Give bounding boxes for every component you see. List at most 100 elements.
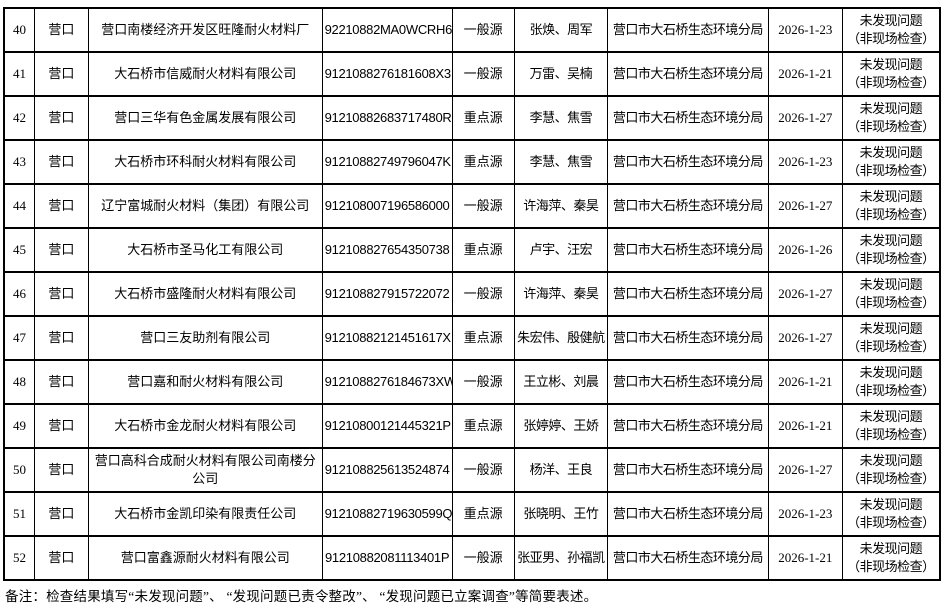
result-cell: 未发现问题 （非现场检查） [841,95,941,141]
source-type-cell: 一般源 [451,51,515,97]
inspection-table-body: 40营口营口南楼经济开发区旺隆耐火材料厂92210882MA0WCRH62X一般… [3,7,941,581]
agency-cell: 营口市大石桥生态环境分局 [607,535,769,581]
credit-code-cell: 91210800121445321P [321,403,453,449]
agency-cell: 营口市大石桥生态环境分局 [607,95,769,141]
company-name-cell: 营口高科合成耐火材料有限公司南楼分公司 [87,447,323,493]
credit-code-cell: 912108827915722072 [321,271,453,317]
result-line2: （非现场检查） [847,251,935,266]
result-line1: 未发现问题 [859,189,923,205]
source-type-cell: 一般源 [451,359,515,405]
credit-code-cell: 912108825613524874 [321,447,453,493]
credit-code-cell: 912108827654350738 [321,227,453,273]
source-type-cell: 一般源 [451,7,515,53]
credit-code-cell: 91210882081113401P [321,535,453,581]
inspection-date-cell: 2026-1-21 [767,51,843,97]
inspectors-cell: 王立彬、刘晨 [513,359,609,405]
result-cell: 未发现问题 （非现场检查） [841,315,941,361]
table-row: 45 营口 大石桥市圣马化工有限公司 912108827654350738 重点源 卢宇、… [3,227,941,273]
result-line1: 未发现问题 [859,321,923,337]
inspectors-cell: 万雷、吴楠 [513,51,609,97]
inspection-date-cell: 2026-1-27 [767,447,843,493]
result-line1: 未发现问题 [859,409,923,425]
agency-cell: 营口市大石桥生态环境分局 [607,359,769,405]
result-line2: （非现场检查） [847,559,935,574]
row-number-cell: 49 [3,403,35,449]
inspection-date-cell: 2026-1-27 [767,315,843,361]
result-line2: （非现场检查） [847,295,935,310]
agency-cell: 营口市大石桥生态环境分局 [607,227,769,273]
result-line1: 未发现问题 [859,497,923,513]
result-line1: 未发现问题 [859,13,923,29]
source-type-cell: 一般源 [451,271,515,317]
inspectors-cell: 朱宏伟、殷健航 [513,315,609,361]
table-row: 50 营口 营口高科合成耐火材料有限公司南楼分公司 91210882561352487… [3,447,941,493]
result-line2: （非现场检查） [847,515,935,530]
result-line2: （非现场检查） [847,339,935,354]
source-type-cell: 重点源 [451,95,515,141]
source-type-cell: 重点源 [451,315,515,361]
row-number-cell: 47 [3,315,35,361]
credit-code-cell: 91210882683717480R [321,95,453,141]
result-cell: 未发现问题 （非现场检查） [841,535,941,581]
row-number-cell: 42 [3,95,35,141]
row-number-cell: 48 [3,359,35,405]
company-name-cell: 大石桥市环科耐火材料有限公司 [87,139,323,185]
inspectors-cell: 张亚男、孙福凯 [513,535,609,581]
inspection-date-cell: 2026-1-27 [767,271,843,317]
inspection-date-cell: 2026-1-27 [767,95,843,141]
agency-cell: 营口市大石桥生态环境分局 [607,447,769,493]
table-row: 42 营口 营口三华有色金属发展有限公司 91210882683717480R 重点源李… [3,95,941,141]
city-cell: 营口 [33,535,89,581]
agency-cell: 营口市大石桥生态环境分局 [607,51,769,97]
table-row: 48 营口 营口嘉和耐火材料有限公司 9121088276184673XW 一般源 王立彬… [3,359,941,405]
result-cell: 未发现问题 （非现场检查） [841,139,941,185]
inspectors-cell: 张晓明、王竹 [513,491,609,537]
inspection-date-cell: 2026-1-21 [767,403,843,449]
company-name-cell: 大石桥市盛隆耐火材料有限公司 [87,271,323,317]
city-cell: 营口 [33,359,89,405]
result-cell: 未发现问题 （非现场检查） [841,271,941,317]
inspection-date-cell: 2026-1-23 [767,7,843,53]
result-cell: 未发现问题 （非现场检查） [841,491,941,537]
company-name-cell: 营口南楼经济开发区旺隆耐火材料厂 [87,7,323,53]
result-cell: 未发现问题 （非现场检查） [841,183,941,229]
result-line1: 未发现问题 [859,277,923,293]
agency-cell: 营口市大石桥生态环境分局 [607,271,769,317]
result-line1: 未发现问题 [859,101,923,117]
remark-note: 备注：检查结果填写“未发现问题”、 “发现问题已责令整改”、 “发现问题已立案调… [5,589,598,604]
agency-cell: 营口市大石桥生态环境分局 [607,403,769,449]
city-cell: 营口 [33,139,89,185]
inspection-date-cell: 2026-1-23 [767,139,843,185]
inspection-date-cell: 2026-1-21 [767,535,843,581]
inspectors-cell: 张焕、周军 [513,7,609,53]
result-cell: 未发现问题 （非现场检查） [841,227,941,273]
credit-code-cell: 9121088276184673XW [321,359,453,405]
company-name-cell: 营口富鑫源耐火材料有限公司 [87,535,323,581]
company-name-cell: 辽宁富城耐火材料（集团）有限公司 [87,183,323,229]
result-line1: 未发现问题 [859,145,923,161]
result-line2: （非现场检查） [847,383,935,398]
result-line1: 未发现问题 [859,365,923,381]
city-cell: 营口 [33,491,89,537]
table-row: 43 营口 大石桥市环科耐火材料有限公司 91210882749796047K 重点源李… [3,139,941,185]
result-cell: 未发现问题 （非现场检查） [841,7,941,53]
credit-code-cell: 91210882719630599Q [321,491,453,537]
city-cell: 营口 [33,271,89,317]
company-name-cell: 营口三友助剂有限公司 [87,315,323,361]
result-line2: （非现场检查） [847,31,935,46]
result-cell: 未发现问题 （非现场检查） [841,403,941,449]
city-cell: 营口 [33,227,89,273]
result-cell: 未发现问题 （非现场检查） [841,359,941,405]
result-line2: （非现场检查） [847,471,935,486]
city-cell: 营口 [33,95,89,141]
source-type-cell: 一般源 [451,183,515,229]
source-type-cell: 重点源 [451,403,515,449]
inspectors-cell: 卢宇、汪宏 [513,227,609,273]
result-line2: （非现场检查） [847,119,935,134]
table-row: 46 营口 大石桥市盛隆耐火材料有限公司 912108827915722072 一般源许… [3,271,941,317]
city-cell: 营口 [33,183,89,229]
result-line1: 未发现问题 [859,57,923,73]
source-type-cell: 一般源 [451,535,515,581]
table-row: 44 营口 辽宁富城耐火材料（集团）有限公司 912108007196586000 一般… [3,183,941,229]
row-number-cell: 43 [3,139,35,185]
